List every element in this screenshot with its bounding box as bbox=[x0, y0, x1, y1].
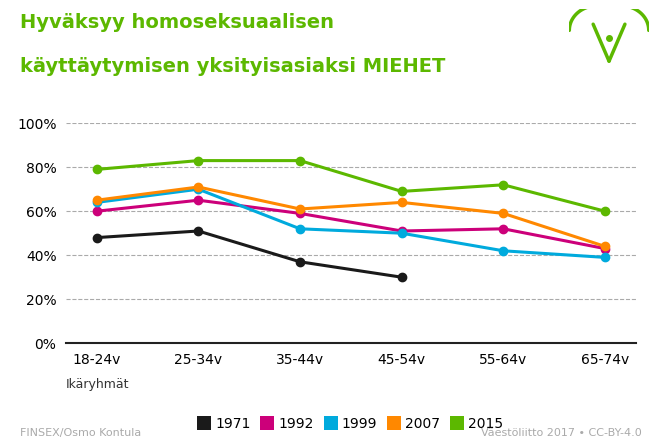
Text: käyttäytymisen yksityisasiaksi MIEHET: käyttäytymisen yksityisasiaksi MIEHET bbox=[20, 57, 446, 76]
2007 bbox=[195, 184, 203, 190]
1992 bbox=[93, 209, 101, 214]
2007 bbox=[601, 244, 609, 249]
Text: Ikäryhmät: Ikäryhmät bbox=[66, 378, 130, 392]
2015 bbox=[499, 182, 507, 187]
2015 bbox=[601, 209, 609, 214]
1971 bbox=[296, 259, 304, 264]
2015 bbox=[296, 158, 304, 163]
1999 bbox=[93, 200, 101, 205]
2007 bbox=[499, 211, 507, 216]
1999 bbox=[195, 187, 203, 192]
2015 bbox=[398, 189, 406, 194]
Text: FINSEX/Osmo Kontula: FINSEX/Osmo Kontula bbox=[20, 428, 141, 438]
2007 bbox=[296, 206, 304, 212]
1971 bbox=[398, 275, 406, 280]
2007 bbox=[93, 198, 101, 203]
1992 bbox=[601, 246, 609, 251]
1992 bbox=[296, 211, 304, 216]
1999 bbox=[398, 231, 406, 236]
Line: 2007: 2007 bbox=[93, 183, 609, 250]
2007 bbox=[398, 200, 406, 205]
2015 bbox=[93, 167, 101, 172]
Line: 1999: 1999 bbox=[93, 185, 609, 261]
1992 bbox=[499, 226, 507, 231]
1999 bbox=[499, 248, 507, 253]
1971 bbox=[195, 228, 203, 234]
1971 bbox=[93, 235, 101, 240]
Text: Hyväksyy homoseksuaalisen: Hyväksyy homoseksuaalisen bbox=[20, 13, 334, 32]
Legend: 1971, 1992, 1999, 2007, 2015: 1971, 1992, 1999, 2007, 2015 bbox=[193, 412, 508, 437]
Line: 1992: 1992 bbox=[93, 196, 609, 253]
1992 bbox=[398, 228, 406, 234]
1999 bbox=[601, 255, 609, 260]
Line: 1971: 1971 bbox=[93, 227, 406, 281]
Text: Väestöliitto 2017 • CC-BY-4.0: Väestöliitto 2017 • CC-BY-4.0 bbox=[481, 428, 642, 438]
2015 bbox=[195, 158, 203, 163]
1999 bbox=[296, 226, 304, 231]
1992 bbox=[195, 198, 203, 203]
Line: 2015: 2015 bbox=[93, 157, 609, 215]
